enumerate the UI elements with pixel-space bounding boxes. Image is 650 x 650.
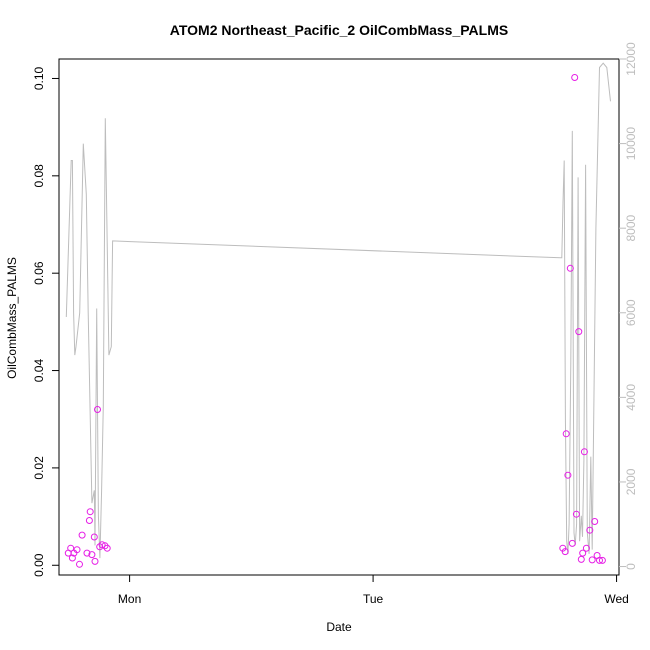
scatter-point <box>78 531 86 539</box>
y-tick-label: 0.02 <box>32 456 46 480</box>
scatter-point <box>579 549 587 557</box>
scatter-point <box>591 518 599 525</box>
scatter-point <box>103 544 111 552</box>
y2-tick-label: 8000 <box>624 215 638 242</box>
scatter-point <box>561 548 569 556</box>
x-tick-label: Mon <box>118 592 141 606</box>
scatter-point <box>566 264 574 272</box>
y-tick-label: 0.04 <box>32 359 46 383</box>
y-tick-label: 0.08 <box>32 164 46 188</box>
y-axis-right: 0 2000 4000 6000 8000 10000 12000 <box>619 42 638 570</box>
scatter-point <box>588 556 596 564</box>
scatter-series <box>64 74 606 568</box>
scatter-point <box>598 556 606 564</box>
x-tick-label: Wed <box>604 592 628 606</box>
x-axis-label: Date <box>326 620 352 634</box>
scatter-point <box>101 542 109 550</box>
scatter-point <box>90 533 98 541</box>
scatter-point <box>67 544 75 552</box>
y2-tick-label: 2000 <box>624 468 638 495</box>
y2-tick-label: 12000 <box>624 42 638 76</box>
y2-tick-label: 0 <box>624 563 638 570</box>
x-tick-label: Tue <box>363 592 384 606</box>
scatter-point <box>98 541 106 549</box>
x-axis: Mon Tue Wed <box>118 575 629 606</box>
scatter-point <box>86 508 94 516</box>
y-tick-label: 0.00 <box>32 553 46 577</box>
scatter-point <box>564 471 572 479</box>
plot-area-border <box>58 58 620 576</box>
scatter-point <box>571 74 579 81</box>
y2-tick-label: 4000 <box>624 384 638 411</box>
scatter-point <box>577 555 585 563</box>
scatter-point <box>586 526 594 534</box>
scatter-point <box>580 448 588 456</box>
y2-tick-label: 10000 <box>624 127 638 161</box>
line-series <box>65 62 611 559</box>
scatter-point <box>83 549 91 557</box>
y-tick-label: 0.10 <box>32 66 46 90</box>
scatter-point <box>85 517 93 524</box>
scatter-point <box>68 554 76 562</box>
y-tick-label: 0.06 <box>32 261 46 285</box>
chart-title: ATOM2 Northeast_Pacific_2 OilCombMass_PA… <box>170 22 508 38</box>
scatter-point <box>94 406 101 413</box>
y-axis-label: OilCombMass_PALMS <box>5 257 19 379</box>
scatter-point <box>88 551 96 559</box>
scatter-point <box>572 510 580 518</box>
scatter-point <box>575 328 583 336</box>
scatter-point <box>562 430 570 438</box>
scatter-point <box>582 544 590 552</box>
scatter-point <box>91 557 99 565</box>
scatter-point <box>596 556 603 564</box>
scatter-point <box>568 539 576 547</box>
y2-tick-label: 6000 <box>624 299 638 326</box>
scatter-point <box>76 560 83 568</box>
line-series-path <box>65 62 611 559</box>
y-axis-left: 0.00 0.02 0.04 0.06 0.08 0.10 <box>32 66 59 577</box>
scatter-point <box>73 546 81 554</box>
